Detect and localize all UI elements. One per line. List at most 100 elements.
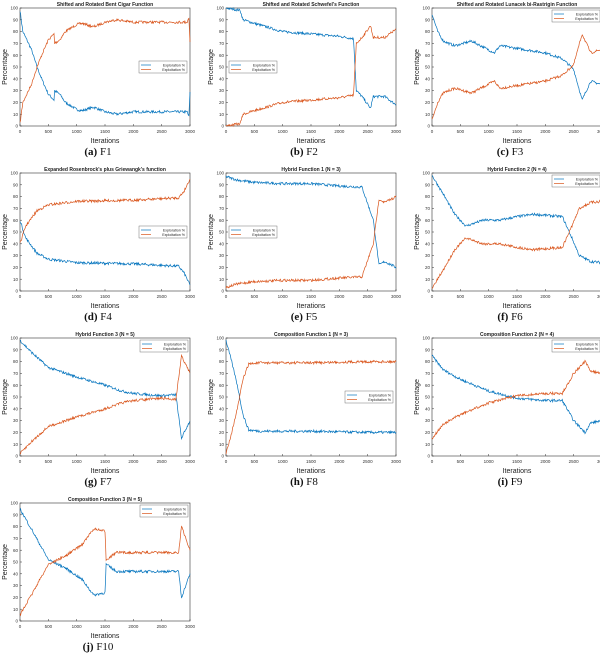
subplot-caption: (d) F4 [0,311,196,323]
y-tick-label: 10 [219,112,225,117]
y-tick-label: 90 [219,17,225,22]
y-tick-label: 80 [219,194,225,199]
legend: Exploration %Exploitation % [138,225,188,239]
y-axis-label: Percentage [2,544,9,580]
y-tick-label: 70 [219,206,225,211]
y-tick-label: 80 [219,359,225,364]
x-axis-label: Iterations [503,468,532,475]
y-tick-label: 60 [425,383,431,388]
legend-label: Exploration % [253,63,276,67]
y-tick-label: 80 [13,194,19,199]
legend-label: Exploitation % [252,68,276,72]
x-tick-label: 2500 [363,129,374,134]
x-tick-label: 2000 [128,624,139,629]
y-tick-label: 40 [13,76,19,81]
caption-letter: (f) [497,311,509,323]
chart-title: Hybrid Function 3 (N = 5) [75,332,135,338]
caption-letter: (j) [82,641,94,653]
chart-title: Shifted and Rotated Schwefel's Function [263,2,360,8]
y-axis-label: Percentage [2,49,9,85]
y-tick-label: 30 [13,583,19,588]
y-tick-label: 0 [221,289,224,294]
legend-label: Exploration % [164,507,187,511]
x-tick-label: 2000 [334,294,345,299]
caption-letter: (e) [290,311,303,323]
y-tick-label: 10 [13,607,19,612]
x-tick-label: 1500 [512,459,523,464]
y-tick-label: 30 [13,418,19,423]
x-tick-label: 2500 [157,129,168,134]
x-tick-label: 1500 [100,459,111,464]
y-tick-label: 90 [425,347,431,352]
y-tick-label: 40 [13,406,19,411]
legend-box [551,174,600,188]
subplot-caption: (a) F1 [0,146,196,158]
subplot-caption: (f) F6 [412,311,600,323]
x-tick-label: 2500 [569,459,580,464]
y-tick-label: 10 [425,112,431,117]
chart-title: Composition Function 3 (N = 5) [68,497,142,503]
x-tick-label: 3000 [185,129,196,134]
legend-box [138,225,188,239]
x-axis-label: Iterations [91,303,120,310]
series-line-exploration [19,11,191,117]
y-axis-label: Percentage [208,214,215,250]
x-tick-label: 1000 [484,459,495,464]
chart-svg: Shifted and Rotated Bent Cigar Function 0… [2,2,196,145]
x-axis-label: Iterations [91,138,120,145]
y-axis-label: Percentage [414,49,421,85]
x-tick-label: 500 [251,294,259,299]
y-tick-label: 60 [13,53,19,58]
x-tick-label: 2500 [363,459,374,464]
chart-svg: Shifted and Rotated Schwefel's Function 0… [208,2,402,145]
y-tick-label: 30 [219,253,225,258]
caption-letter: (b) [290,146,304,158]
y-tick-label: 100 [10,336,18,341]
legend-box [138,60,188,74]
y-tick-label: 100 [216,336,224,341]
x-tick-label: 2500 [569,129,580,134]
series-line-exploration [225,339,397,435]
y-tick-label: 70 [425,371,431,376]
y-tick-label: 60 [425,218,431,223]
series-line-exploration [225,175,397,269]
y-tick-label: 10 [425,442,431,447]
x-tick-label: 1000 [72,459,83,464]
y-tick-label: 20 [13,595,19,600]
y-axis-label: Percentage [414,214,421,250]
y-tick-label: 90 [219,347,225,352]
y-axis-label: Percentage [2,214,9,250]
x-tick-label: 2500 [157,624,168,629]
legend-label: Exploration % [576,342,599,346]
y-tick-label: 50 [13,395,19,400]
x-axis-label: Iterations [91,468,120,475]
series-line-exploration [431,175,600,265]
y-tick-label: 100 [216,171,224,176]
y-tick-label: 0 [427,454,430,459]
y-tick-label: 10 [13,112,19,117]
chart-title: Expanded Rosenbrock's plus Griewangk's f… [44,167,166,173]
x-tick-label: 2000 [540,459,551,464]
y-tick-label: 10 [13,442,19,447]
caption-letter: (a) [84,146,98,158]
subplot-f10: Composition Function 3 (N = 5) 0 10 20 30 40 5… [0,495,196,660]
y-tick-label: 100 [422,336,430,341]
caption-function: F7 [97,476,112,488]
legend-label: Exploration % [163,63,186,67]
y-tick-label: 70 [13,206,19,211]
legend-label: Exploitation % [162,68,186,72]
y-tick-label: 100 [10,501,18,506]
chart-svg: Composition Function 3 (N = 5) 0 10 20 30 40 5… [2,497,196,640]
y-tick-label: 60 [425,53,431,58]
series-line-exploitation [225,359,397,455]
series-line-exploration [431,354,600,435]
y-tick-label: 50 [219,65,225,70]
x-tick-label: 1500 [100,294,111,299]
legend-box [228,225,278,239]
y-tick-label: 40 [219,241,225,246]
legend-label: Exploitation % [575,182,599,186]
subplot-f8: Composition Function 1 (N = 3) 0 10 20 30 40 5… [206,330,402,495]
y-tick-label: 30 [13,88,19,93]
caption-function: F1 [97,146,112,158]
series-line-exploitation [431,359,600,440]
